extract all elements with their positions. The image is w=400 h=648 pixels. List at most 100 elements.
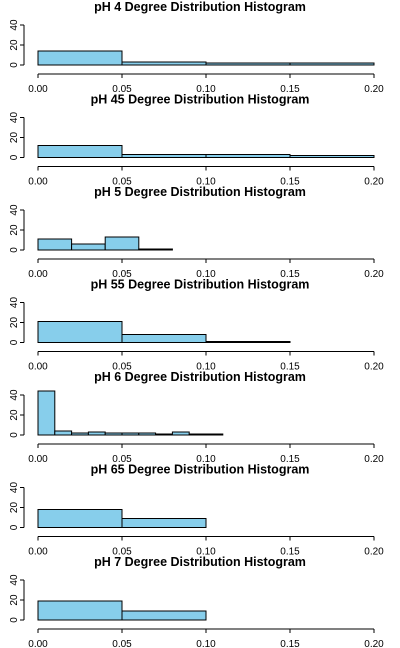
histogram-bar	[37, 600, 123, 621]
x-tick-label: 0.10	[196, 639, 216, 648]
y-tick-label: 20	[9, 39, 20, 51]
x-tick-label: 0.00	[28, 454, 48, 465]
histogram-bar	[121, 432, 140, 436]
histogram-panel: pH 6 Degree Distribution Histogram 0.00 0.…	[9, 370, 384, 465]
histogram-bar	[121, 610, 207, 621]
panel-title: pH 4 Degree Distribution Histogram	[94, 0, 306, 14]
histogram-bar	[289, 155, 375, 158]
x-tick-label: 0.20	[364, 454, 384, 465]
histogram-bar	[104, 432, 123, 436]
x-tick-label: 0.10	[196, 269, 216, 280]
y-tick-label: 0	[9, 524, 20, 530]
histogram-bar	[205, 433, 224, 436]
histogram-bar	[54, 430, 73, 436]
y-tick-label: 20	[9, 594, 20, 606]
y-tick-label: 20	[9, 317, 20, 329]
histogram-panel: pH 4 Degree Distribution Histogram 0.00 0.…	[9, 0, 384, 95]
x-tick-label: 0.05	[112, 362, 132, 373]
histogram-panel: pH 5 Degree Distribution Histogram 0.00 0.…	[9, 185, 384, 280]
histogram-bar	[171, 431, 190, 436]
y-tick-label: 40	[9, 297, 20, 309]
histogram-bar	[104, 236, 140, 251]
histogram-bar	[138, 432, 157, 436]
histogram-bar	[289, 62, 375, 66]
histogram-bar	[71, 432, 89, 436]
x-tick-label: 0.00	[28, 84, 48, 95]
histogram-bar	[138, 248, 173, 251]
x-tick-label: 0.15	[280, 84, 300, 95]
y-tick-label: 40	[9, 204, 20, 216]
histogram-panel: pH 7 Degree Distribution Histogram 0.00 0.…	[9, 555, 384, 648]
y-tick-label: 40	[9, 112, 20, 124]
x-tick-label: 0.05	[112, 177, 132, 188]
x-tick-label: 0.15	[280, 177, 300, 188]
x-tick-label: 0.10	[196, 454, 216, 465]
x-tick-label: 0.05	[112, 269, 132, 280]
x-tick-label: 0.05	[112, 84, 132, 95]
x-tick-label: 0.00	[28, 639, 48, 648]
y-tick-label: 40	[9, 482, 20, 494]
histogram-bar	[87, 431, 106, 436]
panel-title: pH 45 Degree Distribution Histogram	[91, 93, 310, 107]
x-tick-label: 0.15	[280, 547, 300, 558]
y-tick-label: 20	[9, 224, 20, 236]
y-tick-label: 0	[9, 617, 20, 623]
x-tick-label: 0.20	[364, 177, 384, 188]
y-tick-label: 20	[9, 502, 20, 514]
histogram-bar	[188, 433, 207, 436]
x-tick-label: 0.20	[364, 362, 384, 373]
y-tick-label: 20	[9, 409, 20, 421]
x-tick-label: 0.00	[28, 269, 48, 280]
panel-title: pH 6 Degree Distribution Histogram	[94, 370, 306, 384]
histogram-bar	[121, 334, 207, 343]
x-tick-label: 0.00	[28, 362, 48, 373]
x-tick-label: 0.10	[196, 547, 216, 558]
x-tick-label: 0.20	[364, 547, 384, 558]
y-tick-label: 40	[9, 19, 20, 31]
x-tick-label: 0.10	[196, 84, 216, 95]
histogram-panel: pH 45 Degree Distribution Histogram 0.00 0…	[9, 93, 384, 188]
histogram-bar	[37, 509, 123, 528]
x-tick-label: 0.10	[196, 362, 216, 373]
x-tick-label: 0.15	[280, 454, 300, 465]
x-tick-label: 0.10	[196, 177, 216, 188]
y-tick-label: 0	[9, 247, 20, 253]
x-tick-label: 0.15	[280, 639, 300, 648]
x-tick-label: 0.05	[112, 547, 132, 558]
x-tick-label: 0.00	[28, 177, 48, 188]
histogram-bar	[155, 433, 173, 436]
y-tick-label: 0	[9, 432, 20, 438]
x-tick-label: 0.20	[364, 639, 384, 648]
histogram-bar	[121, 61, 207, 66]
histogram-bar	[121, 154, 207, 158]
panel-title: pH 65 Degree Distribution Histogram	[91, 463, 310, 477]
histogram-bar	[37, 145, 123, 158]
x-tick-label: 0.15	[280, 269, 300, 280]
y-tick-label: 40	[9, 574, 20, 586]
y-tick-label: 0	[9, 339, 20, 345]
panel-title: pH 5 Degree Distribution Histogram	[94, 185, 306, 199]
x-tick-label: 0.20	[364, 269, 384, 280]
histogram-bar	[37, 390, 56, 436]
y-tick-label: 20	[9, 132, 20, 144]
x-tick-label: 0.20	[364, 84, 384, 95]
histogram-panel: pH 65 Degree Distribution Histogram 0.00 0…	[9, 463, 384, 558]
histogram-bar	[71, 243, 106, 251]
x-tick-label: 0.05	[112, 639, 132, 648]
histogram-bar	[37, 238, 73, 251]
histogram-bar	[37, 50, 123, 66]
histogram-bar	[205, 341, 291, 343]
histogram-panel: pH 55 Degree Distribution Histogram 0.00 0…	[9, 278, 384, 373]
y-tick-label: 40	[9, 389, 20, 401]
panel-title: pH 7 Degree Distribution Histogram	[94, 555, 306, 569]
y-tick-label: 0	[9, 154, 20, 160]
x-tick-label: 0.00	[28, 547, 48, 558]
histogram-bar	[37, 321, 123, 343]
x-tick-label: 0.15	[280, 362, 300, 373]
y-tick-label: 0	[9, 62, 20, 68]
panel-title: pH 55 Degree Distribution Histogram	[91, 278, 310, 292]
x-tick-label: 0.05	[112, 454, 132, 465]
histogram-bar	[121, 518, 207, 528]
histogram-bar	[205, 154, 291, 158]
